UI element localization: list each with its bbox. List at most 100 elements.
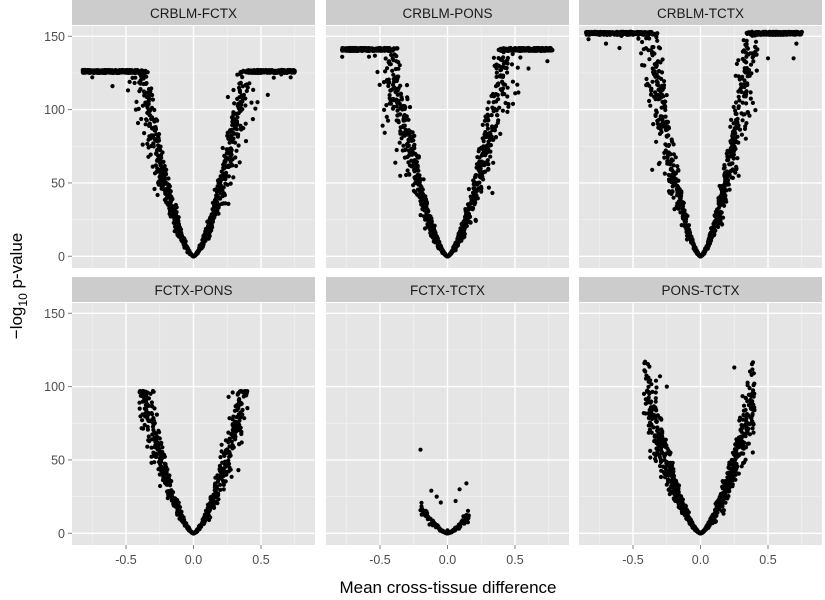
data-point [255, 100, 260, 105]
data-point [481, 145, 486, 150]
data-point [372, 48, 377, 53]
data-point [382, 107, 387, 112]
data-point [145, 402, 150, 407]
data-point [214, 193, 219, 198]
data-point [367, 46, 372, 52]
data-point [493, 135, 498, 140]
data-point [452, 242, 457, 247]
data-point [385, 118, 391, 123]
data-point [502, 82, 508, 87]
data-point [154, 412, 159, 417]
data-point [158, 466, 163, 471]
data-point [411, 138, 416, 143]
data-point [747, 113, 752, 118]
data-point [246, 68, 251, 73]
data-point [478, 163, 483, 168]
data-point [131, 70, 136, 75]
data-point [730, 133, 735, 139]
data-point [531, 47, 536, 52]
data-point [490, 105, 495, 110]
data-point [409, 146, 414, 151]
data-point [243, 121, 248, 126]
data-point [412, 175, 417, 180]
data-point [750, 100, 756, 105]
data-point [657, 160, 662, 165]
data-point [140, 68, 145, 73]
data-point [485, 132, 490, 137]
data-point [717, 183, 722, 189]
data-point [224, 151, 229, 156]
data-point [238, 80, 243, 85]
data-point [748, 62, 754, 67]
data-point [219, 187, 224, 192]
facet-strip [326, 0, 569, 25]
data-point [485, 158, 490, 163]
data-point [90, 70, 95, 75]
data-point [223, 201, 228, 206]
data-point [387, 96, 392, 101]
data-point [481, 149, 486, 154]
data-point [139, 75, 144, 80]
data-point [492, 128, 497, 133]
data-point [729, 117, 734, 122]
data-point [603, 41, 609, 46]
data-point [499, 88, 505, 93]
data-point [256, 69, 261, 74]
data-point [760, 30, 766, 35]
data-point [518, 46, 523, 51]
data-point [734, 111, 739, 116]
data-point [398, 106, 403, 111]
data-point [227, 157, 232, 162]
data-point [218, 179, 223, 184]
data-point [721, 201, 726, 206]
data-point [221, 166, 226, 171]
data-point [157, 436, 162, 441]
data-point [495, 113, 500, 118]
data-point [723, 193, 728, 198]
data-point [243, 139, 249, 144]
data-point [736, 105, 741, 110]
data-point [474, 188, 479, 194]
data-point [735, 156, 740, 161]
data-point [235, 72, 240, 77]
data-point [158, 483, 163, 489]
data-point [491, 160, 496, 165]
data-point [406, 160, 411, 165]
data-point [412, 164, 417, 169]
data-point [731, 152, 736, 157]
data-point [167, 203, 172, 208]
data-point [661, 105, 666, 110]
data-point [403, 118, 408, 123]
data-point [420, 194, 425, 199]
data-point [486, 100, 491, 105]
data-point [111, 69, 117, 74]
data-point [132, 80, 137, 86]
data-point [228, 135, 233, 140]
data-point [214, 189, 220, 195]
data-point [226, 174, 231, 179]
data-point [694, 249, 699, 254]
data-point [618, 30, 623, 35]
data-point [712, 223, 717, 228]
data-point [742, 69, 747, 74]
data-point [526, 66, 531, 71]
data-point [648, 92, 654, 97]
data-point [289, 68, 294, 73]
data-point [177, 233, 182, 238]
data-point [148, 152, 153, 157]
data-point [247, 81, 252, 86]
data-point [513, 91, 518, 96]
data-point [503, 100, 508, 106]
data-point [133, 75, 138, 80]
data-point [225, 94, 230, 100]
data-point [140, 412, 145, 417]
data-point [375, 69, 380, 75]
data-point [387, 93, 392, 98]
facet-strip-label: CRBLM-TCTX [657, 6, 744, 21]
data-point [709, 234, 714, 239]
data-point [398, 83, 403, 88]
data-point [688, 234, 693, 239]
data-point [393, 86, 399, 91]
data-point [686, 223, 692, 228]
data-point [401, 143, 406, 148]
